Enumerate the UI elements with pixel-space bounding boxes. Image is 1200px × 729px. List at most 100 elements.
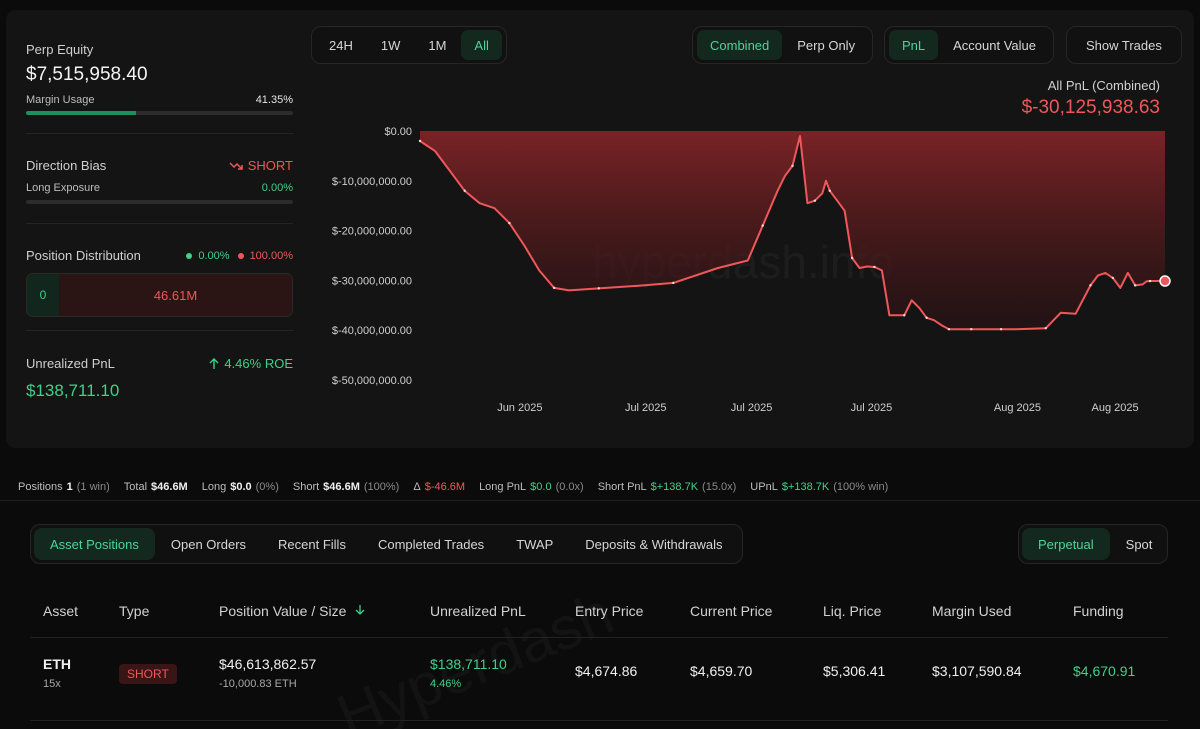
data-point bbox=[508, 221, 511, 225]
dist-long-pct: 0.00% bbox=[198, 249, 230, 262]
dist-long-segment: 0 bbox=[27, 274, 59, 316]
direction-bias-section: Direction Bias SHORT Long Exposure 0.00% bbox=[26, 158, 293, 204]
positions-stats-bar: Positions 1 (1 win) Total $46.6M Long $0.0 (0… bbox=[18, 480, 898, 494]
show-trades-group: Show Trades bbox=[1066, 26, 1182, 64]
column-header-position-value-size[interactable]: Position Value / Size bbox=[219, 603, 366, 619]
position-value: $46,613,862.57 bbox=[219, 656, 317, 672]
column-header-label: Position Value / Size bbox=[219, 603, 347, 619]
direction-bias-value: SHORT bbox=[247, 158, 293, 173]
perp-equity-value: $7,515,958.40 bbox=[26, 64, 148, 85]
long-exposure-label: Long Exposure bbox=[26, 182, 100, 194]
column-header-entry-price[interactable]: Entry Price bbox=[575, 603, 643, 619]
margin-used: $3,107,590.84 bbox=[932, 663, 1022, 679]
data-point bbox=[999, 328, 1003, 331]
x-axis: Jun 2025 Jul 2025 Jul 2025 Jul 2025 Aug 2025… bbox=[497, 402, 1138, 414]
perp-equity-section: Perp Equity $7,515,958.40 Margin Usage 4… bbox=[26, 42, 293, 115]
x-tick-label: Jul 2025 bbox=[625, 402, 667, 414]
upnl-label: UPnL bbox=[750, 481, 778, 493]
data-point bbox=[761, 224, 764, 227]
short-pnl-label: Short PnL bbox=[597, 481, 647, 493]
metric-selector: PnL Account Value bbox=[884, 26, 1055, 64]
column-header-margin-used[interactable]: Margin Used bbox=[932, 603, 1011, 619]
column-header-unrealized-pnl[interactable]: Unrealized PnL bbox=[430, 603, 526, 619]
y-tick-label: $-30,000,000.00 bbox=[332, 275, 412, 287]
x-tick-label: Jun 2025 bbox=[497, 402, 542, 414]
timeframe-1m[interactable]: 1M bbox=[428, 37, 447, 53]
upnl-note: (100% win) bbox=[833, 481, 889, 493]
timeframe-selector: 24H 1W 1M All bbox=[311, 26, 507, 64]
asset-name: ETH bbox=[43, 656, 71, 672]
column-header-liq-price[interactable]: Liq. Price bbox=[823, 603, 881, 619]
positions-tabs: Asset Positions Open Orders Recent Fills Co… bbox=[30, 524, 743, 564]
data-point bbox=[463, 189, 466, 192]
total-value: $46.6M bbox=[151, 481, 188, 493]
tab-open-orders[interactable]: Open Orders bbox=[170, 536, 247, 552]
liq-price: $5,306.41 bbox=[823, 663, 886, 679]
data-point bbox=[970, 328, 973, 331]
unrealized-pnl-value: $138,711.10 bbox=[26, 381, 120, 400]
y-axis: $0.00 $-10,000,000.00 $-20,000,000.00 $-30,… bbox=[332, 126, 412, 387]
show-trades-button[interactable]: Show Trades bbox=[1086, 37, 1162, 53]
table-row[interactable]: ETH 15x SHORT $46,613,862.57 -10,000.83 … bbox=[30, 638, 1168, 718]
column-header-label: Funding bbox=[1073, 603, 1124, 619]
position-distribution-section: Position Distribution 0.00% 100.00% 0 46… bbox=[26, 248, 293, 317]
tab-spot[interactable]: Spot bbox=[1125, 536, 1153, 552]
short-label: Short bbox=[292, 481, 320, 493]
divider bbox=[26, 330, 293, 331]
y-tick-label: $-10,000,000.00 bbox=[332, 176, 412, 188]
positions-value: 1 bbox=[66, 481, 73, 493]
long-pnl-label: Long PnL bbox=[479, 481, 527, 493]
delta-label: Δ bbox=[413, 481, 421, 493]
overview-card: Perp Equity $7,515,958.40 Margin Usage 4… bbox=[6, 10, 1194, 448]
long-exposure-value: 0.00% bbox=[261, 182, 293, 194]
position-type-badge: SHORT bbox=[119, 664, 177, 684]
x-tick-label: Aug 2025 bbox=[1092, 402, 1139, 414]
entry-price: $4,674.86 bbox=[575, 663, 638, 679]
timeframe-24h[interactable]: 24H bbox=[329, 37, 353, 53]
long-note: (0%) bbox=[255, 481, 279, 493]
x-tick-label: Aug 2025 bbox=[994, 402, 1041, 414]
data-point bbox=[850, 256, 854, 260]
column-header-current-price[interactable]: Current Price bbox=[690, 603, 772, 619]
tab-twap[interactable]: TWAP bbox=[516, 536, 554, 552]
column-header-funding[interactable]: Funding bbox=[1073, 603, 1124, 619]
timeframe-all[interactable]: All bbox=[461, 30, 502, 60]
short-pnl-value: $+138.7K bbox=[650, 481, 699, 493]
current-point-marker[interactable] bbox=[1159, 275, 1171, 287]
tab-perpetual[interactable]: Perpetual bbox=[1022, 528, 1110, 560]
tab-asset-positions[interactable]: Asset Positions bbox=[34, 528, 155, 560]
tab-deposits-withdrawals[interactable]: Deposits & Withdrawals bbox=[585, 536, 723, 552]
column-header-label: Current Price bbox=[690, 603, 773, 619]
x-tick-label: Jul 2025 bbox=[851, 402, 893, 414]
metric-account-value[interactable]: Account Value bbox=[953, 37, 1037, 53]
long-pnl-value: $0.0 bbox=[530, 481, 552, 493]
mode-perp-only[interactable]: Perp Only bbox=[797, 37, 856, 53]
column-header-type[interactable]: Type bbox=[119, 603, 149, 619]
perp-equity-label: Perp Equity bbox=[26, 42, 94, 57]
chart-title: All PnL (Combined) bbox=[1047, 78, 1160, 93]
timeframe-1w[interactable]: 1W bbox=[380, 37, 401, 53]
data-point bbox=[828, 189, 831, 192]
mode-combined[interactable]: Combined bbox=[697, 30, 783, 60]
margin-usage-bar bbox=[26, 111, 293, 115]
position-distribution-bar: 0 46.61M bbox=[26, 273, 293, 317]
long-pnl-note: (0.0x) bbox=[555, 481, 584, 493]
column-header-asset[interactable]: Asset bbox=[43, 603, 78, 619]
upnl-value: $+138.7K bbox=[781, 481, 830, 493]
metric-pnl[interactable]: PnL bbox=[889, 30, 939, 60]
divider bbox=[0, 500, 1200, 501]
position-size: -10,000.83 ETH bbox=[219, 678, 297, 690]
trend-down-icon bbox=[229, 161, 243, 170]
current-price: $4,659.70 bbox=[690, 663, 753, 679]
long-dot-icon bbox=[186, 252, 193, 259]
tab-recent-fills[interactable]: Recent Fills bbox=[278, 536, 346, 552]
divider bbox=[26, 133, 293, 134]
positions-label: Positions bbox=[18, 481, 63, 493]
tab-completed-trades[interactable]: Completed Trades bbox=[377, 536, 485, 552]
pnl-area bbox=[420, 131, 1165, 330]
data-point bbox=[1044, 327, 1048, 330]
mode-selector: Combined Perp Only bbox=[692, 26, 874, 64]
chart-total-value: $-30,125,938.63 bbox=[1021, 97, 1160, 118]
short-value: $46.6M bbox=[323, 481, 360, 493]
total-label: Total bbox=[123, 481, 148, 493]
